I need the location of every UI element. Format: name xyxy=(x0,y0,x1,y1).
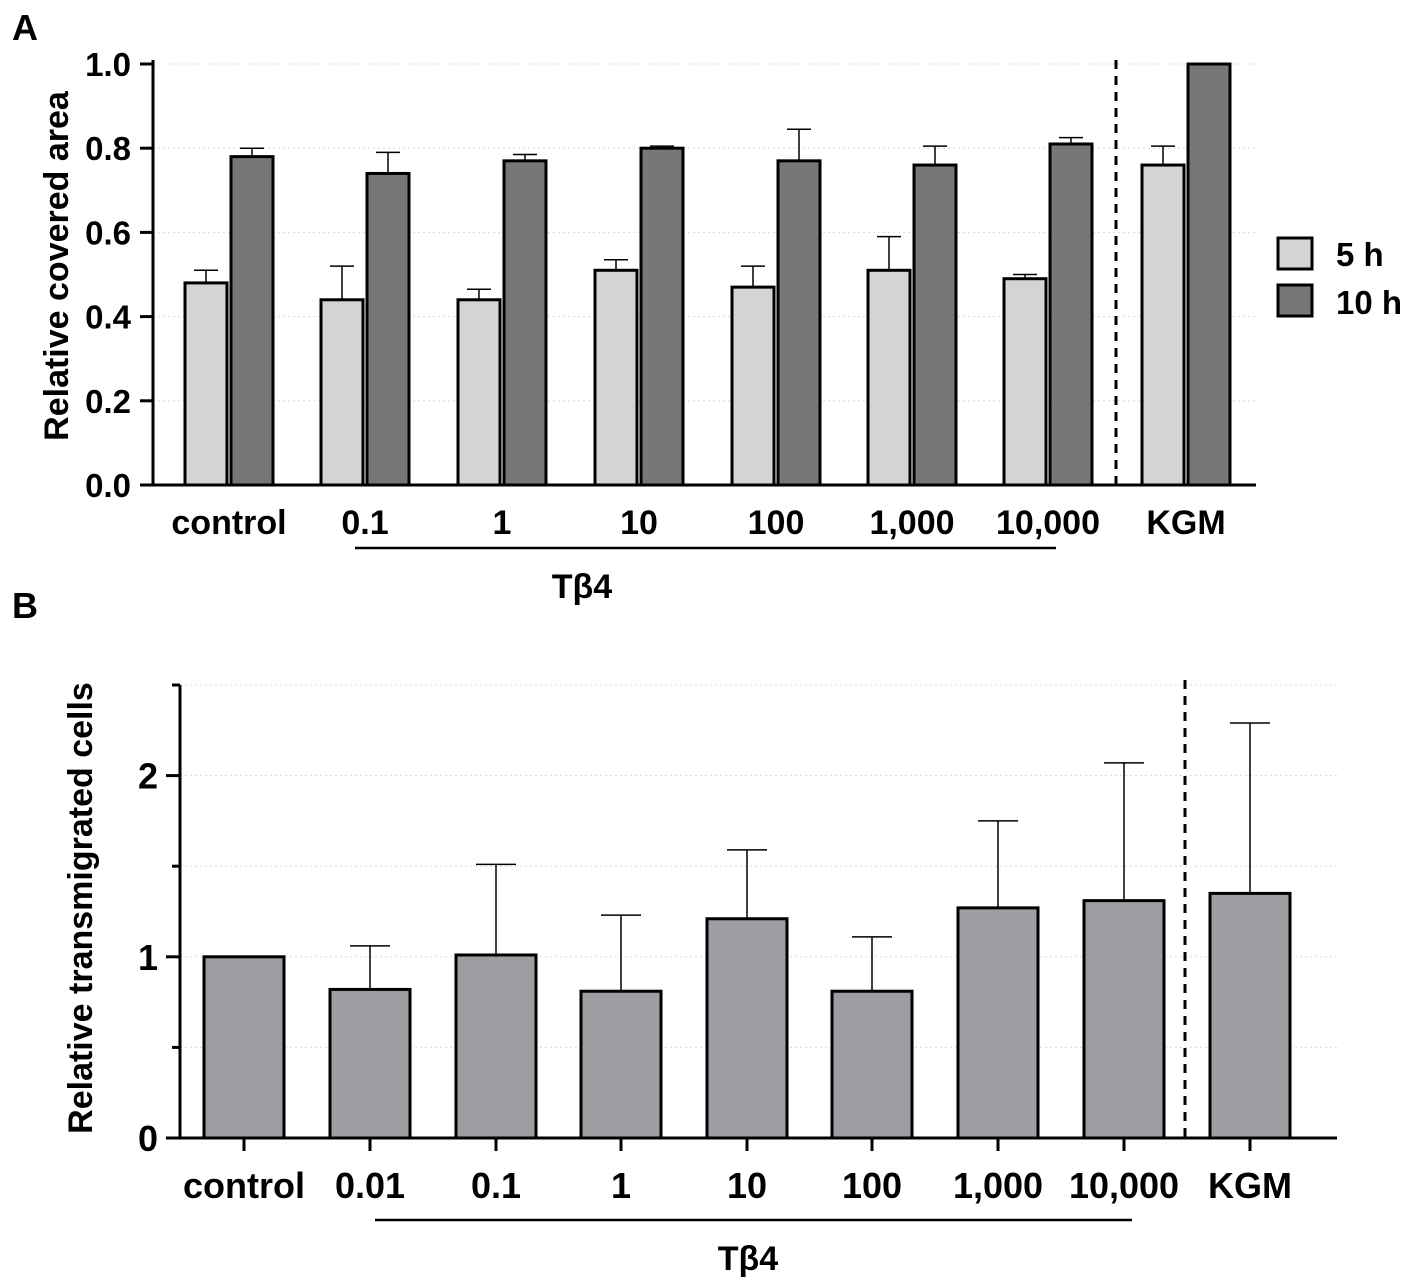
bar-0-01 xyxy=(328,987,412,1140)
panel-a-legend: 5 h 10 h xyxy=(1276,236,1402,321)
panel-a-x-label-1: 1 xyxy=(493,504,512,542)
bar-5-h-10 xyxy=(593,268,639,487)
panel-a-y-axis-label: Relative covered area xyxy=(38,90,76,441)
bar-control xyxy=(202,955,286,1140)
panel-b-x-label-0-01: 0.01 xyxy=(335,1165,405,1206)
panel-b-x-label-100: 100 xyxy=(842,1165,902,1206)
bar-5-h-100 xyxy=(730,285,776,487)
panel-b-y-tick-label: 0 xyxy=(138,1118,158,1159)
panel-b-x-label-1-000: 1,000 xyxy=(953,1165,1043,1206)
panel-b-tb4-label: Tβ4 xyxy=(718,1240,779,1278)
panel-label-a: A xyxy=(12,7,38,48)
panel-a-tb4-label: Tβ4 xyxy=(552,568,613,606)
panel-b-y-ticks: 0 1 2 xyxy=(138,683,180,1159)
bar-100 xyxy=(830,989,914,1140)
bar-5-h-1-000 xyxy=(866,268,912,487)
panel-b-x-label-kgm: KGM xyxy=(1208,1165,1292,1206)
panel-a-y-tick-label: 1.0 xyxy=(85,46,131,83)
panel-label-b: B xyxy=(12,585,38,626)
panel-a-x-label-100: 100 xyxy=(748,504,805,542)
panel-b: B Relative transmigrated cells 0 1 2 contr… xyxy=(12,585,1337,1278)
bar-1 xyxy=(579,989,663,1140)
panel-b-y-tick-label: 1 xyxy=(138,937,158,978)
panel-b-x-tick-labels: control 0.01 0.1 1 10 100 1,000 10,000 KGM xyxy=(183,1165,1292,1206)
panel-a-y-tick-label: 0.0 xyxy=(85,467,131,504)
panel-b-error-bars xyxy=(350,722,1270,992)
panel-b-x-label-10-000: 10,000 xyxy=(1069,1165,1179,1206)
panel-a-y-tick-label: 0.2 xyxy=(85,383,131,420)
panel-a-y-tick-label: 0.4 xyxy=(85,299,132,336)
panel-a-x-tick-labels: control 0.1 1 10 100 1,000 10,000 KGM xyxy=(171,504,1225,542)
panel-b-x-ticks xyxy=(242,1138,1252,1151)
bar-10-h-100 xyxy=(776,159,822,487)
panel-b-x-label-0-1: 0.1 xyxy=(471,1165,521,1206)
bar-10-000 xyxy=(1082,899,1166,1140)
panel-a-y-tick-label: 0.6 xyxy=(85,214,131,251)
bar-5-h-10-000 xyxy=(1002,277,1048,487)
panel-b-y-tick-label: 2 xyxy=(138,756,158,797)
bar-kgm xyxy=(1208,891,1292,1140)
bar-10-h-1-000 xyxy=(912,163,958,487)
legend-swatch-5h xyxy=(1276,236,1314,271)
panel-a-x-label-kgm: KGM xyxy=(1146,504,1225,542)
bar-5-h-1 xyxy=(456,298,502,487)
panel-a-gridlines xyxy=(153,63,1256,402)
panel-a-y-ticks: 0.0 0.2 0.4 0.6 0.8 1.0 xyxy=(85,46,153,504)
legend-swatch-10h xyxy=(1276,283,1314,318)
panel-b-bars xyxy=(202,891,1292,1140)
bar-10-h-1 xyxy=(502,159,548,487)
panel-a-x-label-control: control xyxy=(171,504,286,542)
bar-5-h-kgm xyxy=(1140,163,1186,487)
panel-a-y-tick-label: 0.8 xyxy=(85,130,131,167)
legend-label-5h: 5 h xyxy=(1336,236,1384,273)
panel-b-x-label-control: control xyxy=(183,1165,305,1206)
panel-b-x-label-10: 10 xyxy=(727,1165,767,1206)
bar-5-h-control xyxy=(183,281,229,487)
panel-a-x-label-1-000: 1,000 xyxy=(869,504,954,542)
panel-b-y-axis-label: Relative transmigrated cells xyxy=(62,682,100,1134)
bar-10-h-0-1 xyxy=(365,171,411,487)
panel-a-x-label-0-1: 0.1 xyxy=(341,504,388,542)
bar-10-h-kgm xyxy=(1186,62,1232,487)
bar-1-000 xyxy=(956,906,1040,1140)
panel-a-x-label-10-000: 10,000 xyxy=(996,504,1100,542)
bar-0-1 xyxy=(454,953,538,1140)
panel-b-x-label-1: 1 xyxy=(611,1165,631,1206)
panel-a-error-bars xyxy=(194,128,1175,300)
bar-10-h-10-000 xyxy=(1048,142,1094,487)
bar-10-h-control xyxy=(229,155,275,487)
bar-10-h-10 xyxy=(639,146,685,487)
legend-label-10h: 10 h xyxy=(1336,284,1402,321)
panel-a: A Relative covered area 0.0 0.2 0.4 0.6 0.8 1… xyxy=(12,7,1402,606)
bar-5-h-0-1 xyxy=(319,298,365,487)
panel-a-x-label-10: 10 xyxy=(620,504,658,542)
bar-10 xyxy=(705,917,789,1140)
